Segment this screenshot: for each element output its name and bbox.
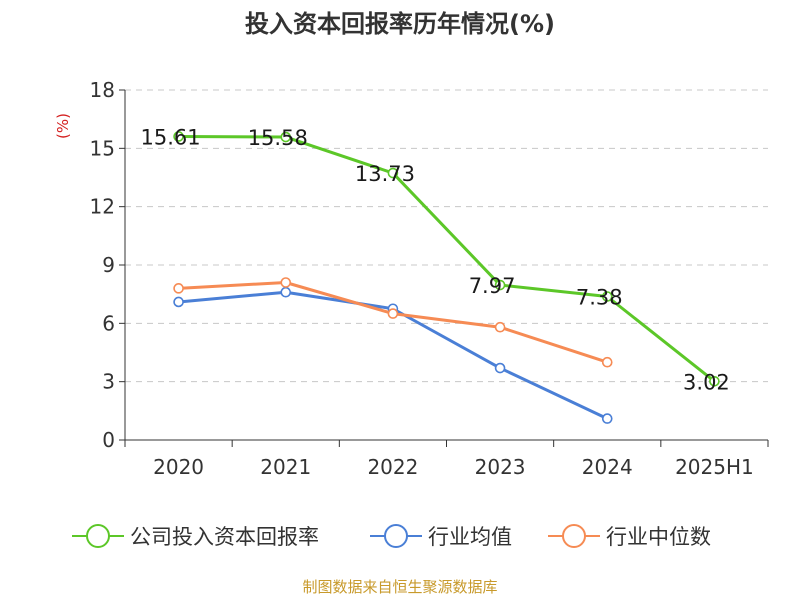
y-tick-label: 9 (102, 253, 115, 277)
data-point[interactable] (280, 286, 292, 298)
y-tick-label: 18 (90, 78, 115, 102)
data-point[interactable] (601, 291, 613, 302)
legend-item-company[interactable]: 公司投入资本回报率 (72, 516, 319, 556)
data-point[interactable] (494, 279, 506, 291)
legend-swatch-company (72, 524, 124, 548)
chart-title: 投入资本回报率历年情况(%) (245, 10, 555, 38)
data-point[interactable] (173, 296, 184, 308)
legend-label-industry-mean: 行业均值 (428, 525, 512, 549)
data-point[interactable] (173, 131, 184, 142)
x-tick-label: 2023 (475, 455, 526, 479)
legend-item-industry-median[interactable]: 行业中位数 (548, 516, 711, 556)
data-label: 3.02 (683, 370, 730, 394)
y-tick-label: 3 (102, 370, 115, 394)
y-tick-label: 15 (90, 136, 115, 160)
data-label: 7.38 (576, 286, 623, 310)
data-point[interactable] (387, 308, 399, 319)
x-tick-label: 2021 (260, 455, 311, 479)
data-point[interactable] (709, 375, 720, 387)
y-tick-label: 0 (102, 428, 115, 452)
data-label: 13.73 (355, 162, 415, 186)
data-point[interactable] (494, 321, 506, 333)
legend-swatch-industry-mean (370, 524, 422, 548)
legend-item-industry-mean[interactable]: 行业均值 (370, 516, 512, 556)
chart-legend: 公司投入资本回报率 行业均值 行业中位数 (0, 516, 800, 556)
x-tick-label: 2024 (582, 455, 633, 479)
data-point[interactable] (280, 131, 292, 143)
data-label: 7.97 (469, 274, 516, 298)
data-point[interactable] (494, 362, 506, 374)
y-tick-label: 6 (102, 311, 115, 335)
data-label: 15.58 (248, 126, 308, 150)
y-tick-label: 12 (90, 195, 115, 219)
x-tick-label: 2022 (367, 455, 418, 479)
x-tick-label: 2025H1 (675, 455, 754, 479)
data-point[interactable] (387, 167, 399, 179)
legend-swatch-industry-median (548, 524, 600, 548)
data-point[interactable] (601, 356, 613, 368)
data-label: 15.61 (141, 125, 201, 149)
data-source-note: 制图数据来自恒生聚源数据库 (302, 578, 498, 596)
series-line-0 (178, 134, 716, 383)
data-point[interactable] (280, 277, 292, 288)
series-line-2 (178, 281, 608, 364)
legend-label-company: 公司投入资本回报率 (130, 525, 319, 549)
x-tick-label: 2020 (153, 455, 204, 479)
data-point[interactable] (173, 283, 184, 294)
legend-label-industry-median: 行业中位数 (606, 525, 711, 549)
data-point[interactable] (601, 413, 613, 424)
y-axis-label: (%) (54, 113, 72, 139)
